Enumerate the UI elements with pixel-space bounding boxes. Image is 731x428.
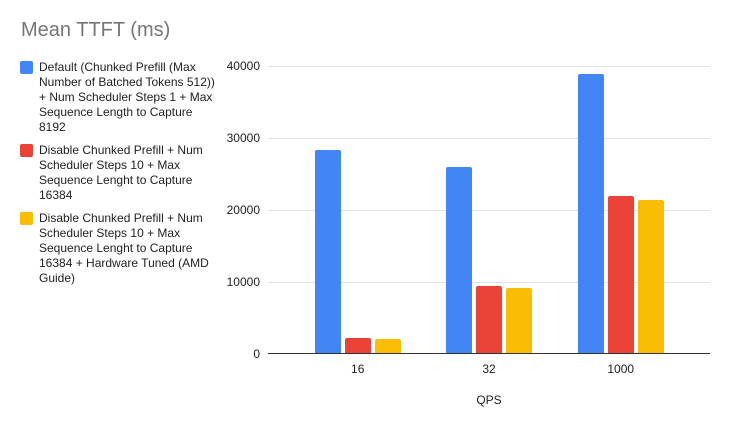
legend-item-1: Disable Chunked Prefill + Num Scheduler …	[20, 143, 238, 203]
legend: Default (Chunked Prefill (Max Number of …	[20, 60, 238, 294]
gridline-20000	[268, 210, 710, 211]
x-tick-label-1000: 1000	[607, 362, 635, 376]
y-tick-label-20000: 20000	[226, 203, 260, 217]
gridline-40000	[268, 66, 710, 67]
bar-series0-qps32	[446, 166, 472, 354]
x-tick-label-16: 16	[351, 362, 365, 376]
bar-group-32	[446, 66, 532, 354]
x-axis-title: QPS	[476, 393, 502, 407]
bar-series0-qps1000	[577, 73, 604, 354]
legend-color-swatch-icon	[20, 212, 33, 225]
legend-label: Default (Chunked Prefill (Max Number of …	[39, 60, 215, 134]
gridline-30000	[268, 138, 710, 139]
legend-label: Disable Chunked Prefill + Num Scheduler …	[39, 143, 203, 202]
chart-title: Mean TTFT (ms)	[21, 19, 171, 41]
y-tick-label-40000: 40000	[226, 59, 260, 73]
bar-series1-qps32	[476, 286, 502, 354]
y-tick-label-10000: 10000	[226, 275, 260, 289]
bar-group-16	[314, 66, 401, 354]
bar-series2-qps16	[374, 338, 401, 354]
x-axis-line	[268, 353, 710, 354]
x-tick-label-32: 32	[482, 362, 496, 376]
bar-group-1000	[577, 66, 664, 354]
y-tick-label-30000: 30000	[226, 131, 260, 145]
bar-series1-qps16	[344, 338, 371, 354]
legend-color-swatch-icon	[20, 61, 33, 74]
bar-series2-qps1000	[637, 199, 664, 354]
legend-item-2: Disable Chunked Prefill + Num Scheduler …	[20, 211, 238, 286]
gridline-10000	[268, 282, 710, 283]
bar-series2-qps32	[506, 287, 532, 354]
bar-series1-qps1000	[607, 196, 634, 354]
bar-series0-qps16	[314, 150, 341, 354]
plot-area	[268, 66, 710, 354]
legend-color-swatch-icon	[20, 144, 33, 157]
y-tick-label-0: 0	[253, 347, 260, 361]
legend-label: Disable Chunked Prefill + Num Scheduler …	[39, 211, 209, 285]
legend-item-0: Default (Chunked Prefill (Max Number of …	[20, 60, 238, 135]
